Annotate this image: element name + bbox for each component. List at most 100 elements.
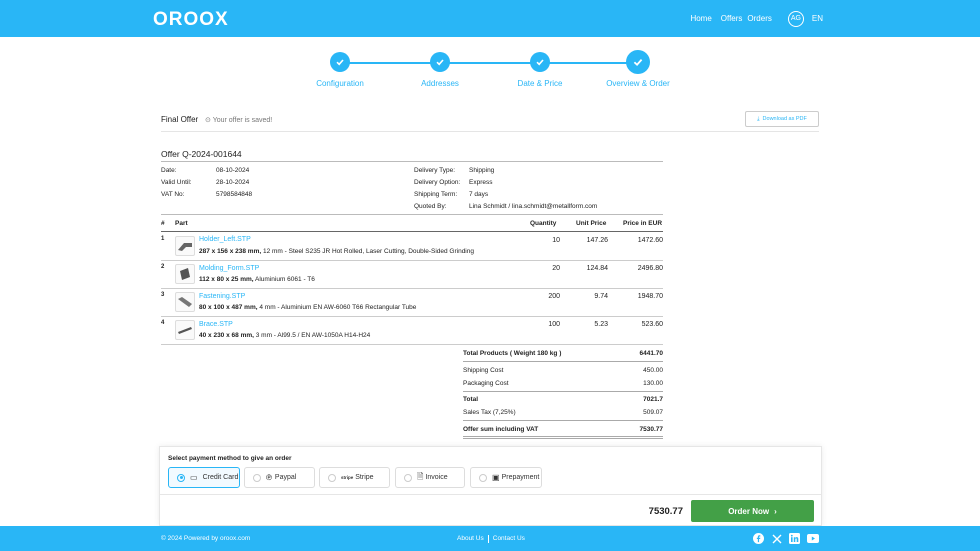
social-links: [752, 532, 824, 545]
contact-us-link[interactable]: Contact Us: [492, 535, 525, 542]
payment-option-credit-card[interactable]: ▭ Credit Card: [168, 467, 240, 488]
price: 2496.80: [637, 265, 663, 272]
download-icon: ⤓: [757, 115, 760, 122]
avatar[interactable]: AG: [787, 10, 804, 27]
total-value: 7021.7: [643, 396, 663, 403]
step-overview-order[interactable]: Overview & Order: [588, 50, 688, 88]
radio[interactable]: [328, 473, 336, 482]
step-label: Date & Price: [517, 79, 563, 88]
radio[interactable]: [404, 473, 412, 482]
meta-label: Delivery Option:: [414, 179, 461, 186]
final-offer-bar: Final Offer ⊙ Your offer is saved! ⤓ Dow…: [161, 110, 819, 132]
sales-tax-label: Sales Tax (7,25%): [463, 409, 516, 416]
col-price: Price in EUR: [623, 220, 663, 227]
x-icon[interactable]: [770, 532, 783, 545]
unit-price: 147.26: [586, 237, 608, 244]
payment-panel: Select payment method to give an order ▭…: [159, 446, 822, 526]
unit-price: 124.84: [586, 265, 608, 272]
part-name-link[interactable]: Molding_Form.STP: [199, 265, 260, 272]
col-quantity: Quantity: [530, 220, 557, 227]
meta-label: Valid Until:: [161, 179, 192, 186]
about-us-link[interactable]: About Us: [457, 535, 484, 542]
part-name-link[interactable]: Brace.STP: [199, 321, 233, 328]
radio[interactable]: [253, 473, 261, 482]
payment-option-invoice[interactable]: 🗎 Invoice: [395, 467, 465, 488]
price: 1472.60: [637, 237, 663, 244]
divider: [161, 316, 663, 317]
credit-card-icon: ▭: [190, 473, 198, 482]
step-addresses[interactable]: Addresses: [390, 52, 490, 88]
meta-value: 28-10-2024: [216, 179, 250, 186]
part-thumbnail[interactable]: [175, 292, 195, 312]
divider: [161, 288, 663, 289]
payment-option-stripe[interactable]: stripe Stripe: [319, 467, 390, 488]
part-thumbnail[interactable]: [175, 236, 195, 256]
language-switch[interactable]: EN: [811, 14, 823, 23]
nav-orders[interactable]: Orders: [747, 14, 772, 23]
step-date-price[interactable]: Date & Price: [490, 52, 590, 88]
part-thumbnail[interactable]: [175, 320, 195, 340]
main-nav: Home Offers Orders AG EN: [681, 0, 823, 37]
divider: [161, 344, 663, 345]
quantity: 200: [548, 293, 560, 300]
offer-number: Offer Q-2024-001644: [161, 149, 242, 159]
meta-label: Date:: [161, 167, 177, 174]
youtube-icon[interactable]: [806, 532, 819, 545]
meta-value: 5798584848: [216, 191, 253, 198]
sales-tax-value: 509.07: [643, 409, 663, 416]
wallet-icon: ▣: [492, 473, 500, 482]
row-number: 2: [161, 264, 165, 270]
order-total: 7530.77: [648, 506, 683, 517]
packaging-cost-label: Packaging Cost: [463, 380, 509, 387]
check-icon: [530, 52, 550, 72]
payment-option-prepayment[interactable]: ▣ Prepayment: [470, 467, 542, 488]
chevron-right-icon: ›: [774, 506, 777, 516]
check-icon: [330, 52, 350, 72]
row-number: 1: [161, 236, 165, 242]
col-unit-price: Unit Price: [576, 220, 607, 227]
meta-value: 08-10-2024: [216, 167, 250, 174]
divider: [161, 231, 663, 232]
step-configuration[interactable]: Configuration: [290, 52, 390, 88]
divider: [463, 436, 663, 437]
order-now-button[interactable]: Order Now ›: [691, 500, 814, 522]
price: 1948.70: [637, 293, 663, 300]
meta-label: Quoted By:: [414, 203, 447, 210]
saved-status: ⊙ Your offer is saved!: [205, 117, 273, 124]
stripe-icon: stripe: [341, 475, 354, 480]
meta-value: Lina Schmidt / lina.schmidt@metallform.c…: [469, 203, 598, 210]
download-pdf-button[interactable]: ⤓ Download as PDF: [745, 111, 819, 127]
packaging-cost-value: 130.00: [643, 380, 663, 387]
meta-label: Shipping Term:: [414, 191, 458, 198]
payment-option-paypal[interactable]: ℗ Paypal: [244, 467, 315, 488]
unit-price: 5.23: [594, 321, 608, 328]
facebook-icon[interactable]: [752, 532, 765, 545]
copyright: © 2024 Powered by oroox.com: [161, 535, 251, 542]
check-icon: [430, 52, 450, 72]
total-products-value: 6441.70: [639, 350, 664, 357]
col-part: Part: [175, 220, 188, 227]
step-line: [340, 62, 638, 64]
part-name-link[interactable]: Holder_Left.STP: [199, 236, 251, 243]
footer-links: About Us Contact Us: [453, 535, 529, 543]
part-thumbnail[interactable]: [175, 264, 195, 284]
logo[interactable]: OROOX: [153, 9, 229, 30]
part-description: 112 x 80 x 25 mm, Aluminium 6061 - T6: [199, 276, 315, 283]
total-products-label: Total Products ( Weight 180 kg ): [463, 350, 562, 357]
linkedin-icon[interactable]: [788, 532, 801, 545]
meta-label: VAT No:: [161, 191, 185, 198]
total-label: Total: [463, 396, 479, 403]
radio[interactable]: [479, 473, 487, 482]
nav-home[interactable]: Home: [690, 14, 712, 23]
part-name-link[interactable]: Fastening.STP: [199, 293, 246, 300]
shipping-cost-value: 450.00: [643, 367, 663, 374]
row-number: 3: [161, 292, 165, 298]
nav-offers[interactable]: Offers: [720, 14, 743, 23]
step-label: Configuration: [316, 79, 364, 88]
part-description: 80 x 100 x 487 mm, 4 mm - Aluminium EN A…: [199, 304, 417, 311]
step-label: Overview & Order: [606, 79, 670, 88]
row-number: 4: [161, 320, 165, 326]
radio-selected[interactable]: [177, 473, 185, 482]
payment-title: Select payment method to give an order: [168, 455, 292, 462]
part-description: 287 x 156 x 238 mm, 12 mm - Steel S235 J…: [199, 248, 474, 255]
